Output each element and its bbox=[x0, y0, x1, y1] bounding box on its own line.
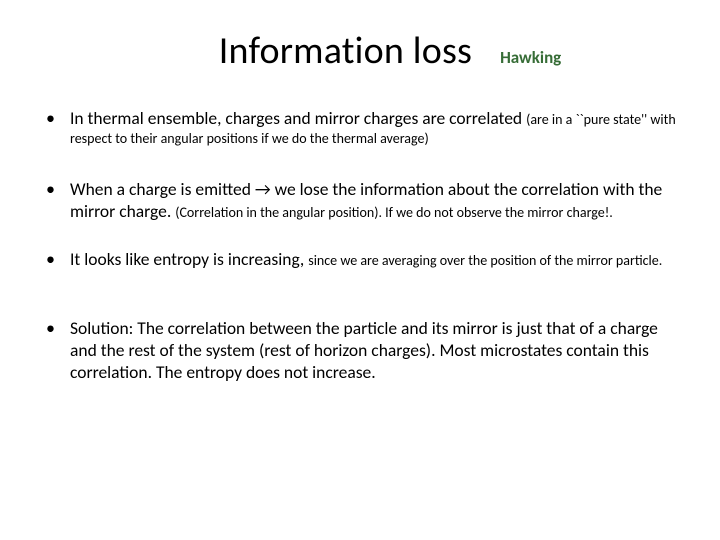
arrow-icon: → bbox=[255, 178, 271, 200]
bullet-tail-text: since we are averaging over the position… bbox=[308, 252, 662, 269]
title-row: Information loss Hawking bbox=[100, 28, 680, 74]
bullet-tail-text: (Correlation in the angular position). I… bbox=[175, 204, 613, 221]
bullet-item: Solution: The correlation between the pa… bbox=[40, 318, 680, 384]
bullet-main-text: When a charge is emitted bbox=[70, 178, 255, 200]
bullet-item: When a charge is emitted → we lose the i… bbox=[40, 179, 680, 223]
bullet-item: It looks like entropy is increasing, sin… bbox=[40, 249, 680, 271]
bullet-list: In thermal ensemble, charges and mirror … bbox=[40, 108, 680, 384]
bullet-main-text: Solution: The correlation between the pa… bbox=[70, 317, 658, 383]
attribution-label: Hawking bbox=[500, 47, 561, 68]
bullet-item: In thermal ensemble, charges and mirror … bbox=[40, 108, 680, 149]
bullet-main-text: It looks like entropy is increasing, bbox=[70, 248, 308, 270]
bullet-main-text: In thermal ensemble, charges and mirror … bbox=[70, 107, 526, 129]
slide: Information loss Hawking In thermal ense… bbox=[0, 0, 720, 540]
page-title: Information loss bbox=[219, 28, 472, 74]
